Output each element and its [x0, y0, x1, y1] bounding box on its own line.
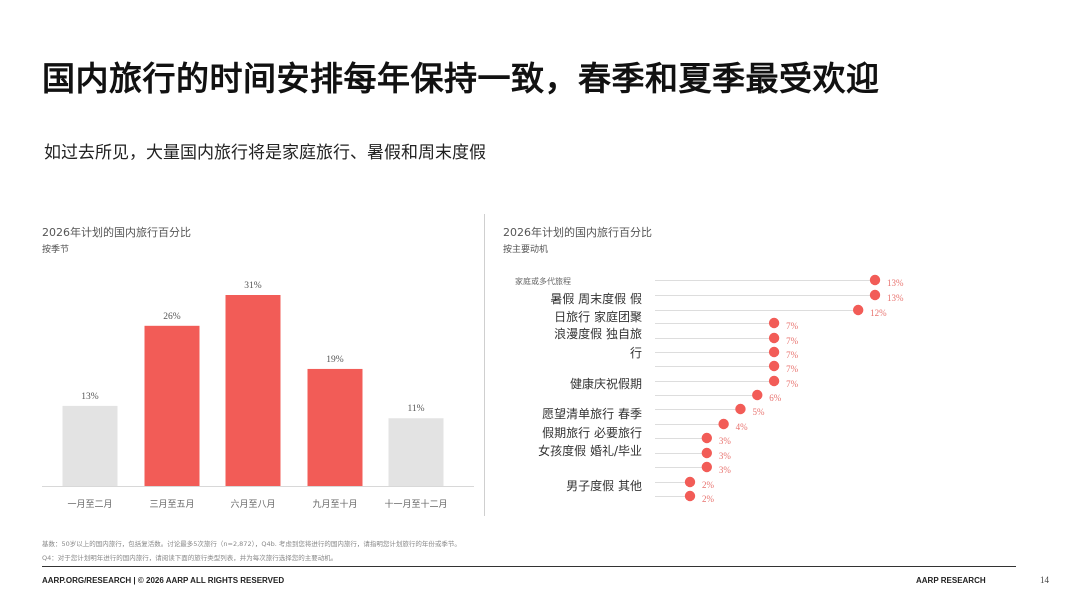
- motivation-value-label: 4%: [736, 422, 749, 432]
- motivation-chart-subtitle: 按主要动机: [503, 245, 549, 255]
- motivation-category-label: 健康庆祝假期: [570, 376, 642, 391]
- motivation-value-label: 7%: [786, 379, 799, 389]
- motivation-value-label: 7%: [786, 336, 799, 346]
- footer-brand: AARP RESEARCH: [916, 576, 986, 585]
- motivation-dot: [768, 332, 780, 344]
- season-value-label: 19%: [326, 355, 344, 365]
- season-category-label: 一月至二月: [67, 499, 112, 510]
- motivation-dot: [718, 418, 729, 430]
- season-value-label: 26%: [163, 312, 181, 322]
- page-number: 14: [1040, 575, 1049, 585]
- motivation-category-label: 行: [630, 346, 642, 360]
- footnote-base: 基数：50岁以上的国内旅行，包括复活数。讨论最多5次旅行（n=2,872），Q4…: [42, 540, 461, 548]
- season-category-label: 九月至十月: [312, 498, 357, 510]
- motivation-dot: [735, 403, 746, 415]
- chart-divider: [484, 214, 485, 516]
- season-bar: [307, 368, 363, 486]
- motivation-dot: [701, 432, 713, 444]
- footnote-question: Q4：对于您计划明年进行的国内旅行，请阅读下面的旅行类型列表，并为每次旅行选择您…: [42, 554, 338, 562]
- motivation-dot: [768, 346, 780, 358]
- motivation-chart-title: 2026年计划的国内旅行百分比: [503, 226, 652, 239]
- season-category-label: 三月至五月: [149, 499, 194, 510]
- motivation-value-label: 13%: [887, 278, 904, 288]
- motivation-value-label: 2%: [702, 494, 715, 504]
- footer-rule: [42, 566, 1016, 567]
- motivation-dot: [852, 304, 864, 316]
- motivation-category-label: 暑假 周末度假 假: [550, 291, 642, 306]
- motivation-value-label: 5%: [752, 407, 765, 417]
- motivation-dot: [701, 447, 713, 459]
- season-value-label: 31%: [244, 281, 262, 291]
- motivation-category-label: 日旅行 家庭团聚: [554, 309, 642, 324]
- season-bar: [144, 325, 200, 486]
- motivation-category-label: 浪漫度假 独自旅: [554, 326, 642, 341]
- season-bar: [62, 405, 118, 486]
- season-category-label: 六月至八月: [230, 498, 275, 510]
- season-bar: [388, 418, 444, 486]
- motivation-dot: [869, 289, 881, 301]
- motivation-value-label: 13%: [887, 293, 904, 303]
- motivation-category-label: 家庭或多代旅程: [515, 276, 571, 286]
- season-value-label: 13%: [81, 392, 99, 402]
- motivation-dot: [701, 461, 713, 473]
- motivation-value-label: 3%: [719, 451, 732, 461]
- motivation-dot: [684, 490, 696, 502]
- page-subtitle: 如过去所见，大量国内旅行将是家庭旅行、暑假和周末度假: [44, 143, 486, 163]
- motivation-value-label: 7%: [786, 321, 799, 331]
- motivation-dot: [752, 389, 763, 401]
- motivation-dot: [768, 360, 780, 372]
- motivation-value-label: 7%: [786, 350, 799, 360]
- motivation-dot: [684, 476, 696, 488]
- motivation-dot: [869, 274, 881, 286]
- season-category-label: 十一月至十二月: [384, 498, 447, 510]
- motivation-value-label: 2%: [702, 480, 715, 490]
- season-value-label: 11%: [407, 404, 424, 414]
- motivation-value-label: 3%: [719, 436, 732, 446]
- motivation-category-label: 女孩度假 婚礼/毕业: [538, 443, 642, 458]
- footer-copyright: AARP.ORG/RESEARCH | © 2026 AARP ALL RIGH…: [42, 576, 285, 585]
- motivation-value-label: 7%: [786, 364, 799, 374]
- season-chart-title: 2026年计划的国内旅行百分比: [42, 226, 191, 239]
- motivation-category-label: 男子度假 其他: [566, 478, 642, 493]
- motivation-value-label: 3%: [719, 465, 732, 475]
- motivation-category-label: 假期旅行 必要旅行: [542, 426, 642, 440]
- motivation-dot: [768, 375, 780, 387]
- motivation-category-label: 愿望清单旅行 春季: [542, 407, 642, 421]
- season-bar: [225, 295, 281, 486]
- motivation-value-label: 12%: [870, 308, 887, 318]
- season-chart-subtitle: 按季节: [42, 245, 70, 255]
- page-title: 国内旅行的时间安排每年保持一致，春季和夏季最受欢迎: [42, 59, 880, 98]
- motivation-dot: [768, 317, 780, 329]
- motivation-value-label: 6%: [769, 393, 782, 403]
